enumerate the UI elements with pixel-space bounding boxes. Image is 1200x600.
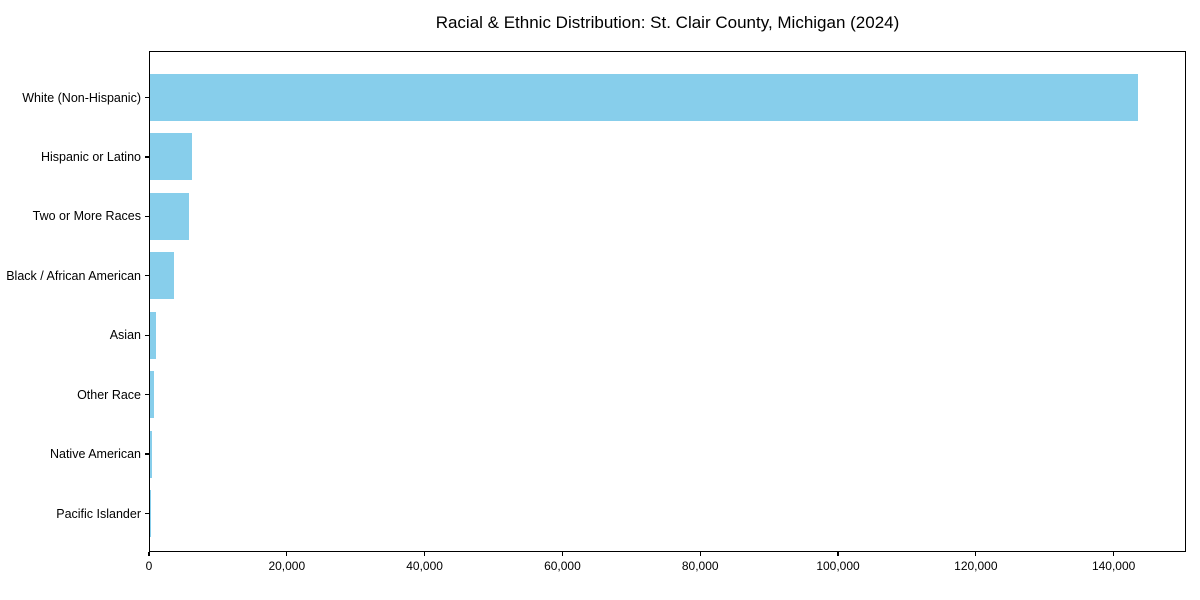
x-axis-tick <box>424 552 426 556</box>
x-axis-label: 140,000 <box>1091 559 1136 573</box>
y-axis-tick <box>145 334 149 336</box>
y-axis-tick <box>145 275 149 277</box>
x-axis-label: 20,000 <box>268 559 306 573</box>
chart-title: Racial & Ethnic Distribution: St. Clair … <box>435 13 900 32</box>
y-axis-label: Pacific Islander <box>56 506 141 521</box>
y-axis-label: Native American <box>49 447 141 462</box>
x-axis-tick <box>148 552 150 556</box>
y-axis-tick <box>145 156 149 158</box>
bar <box>150 192 190 240</box>
y-axis-label: Hispanic or Latino <box>40 149 141 164</box>
y-axis-tick <box>145 96 149 99</box>
bar <box>150 311 156 359</box>
bar <box>150 74 1139 121</box>
x-axis-tick <box>286 552 288 556</box>
x-axis-tick <box>561 552 563 556</box>
bar <box>150 133 193 181</box>
y-axis-label: Black / African American <box>6 268 141 283</box>
x-axis-label: 120,000 <box>954 559 998 573</box>
x-axis-label: 40,000 <box>406 559 443 573</box>
x-axis-tick <box>1113 552 1115 556</box>
x-axis-tick <box>837 552 839 556</box>
y-axis-label: Other Race <box>77 387 141 402</box>
x-axis-label: 100,000 <box>816 559 860 573</box>
x-axis-label: 80,000 <box>681 559 719 573</box>
y-axis-label: Asian <box>109 328 141 343</box>
x-axis-tick <box>699 552 701 556</box>
y-axis-label: White (Non-Hispanic) <box>22 90 141 105</box>
x-axis-label: 60,000 <box>544 559 581 573</box>
bar <box>150 371 155 419</box>
y-axis-label: Two or More Races <box>32 209 141 224</box>
x-axis-tick <box>975 552 977 556</box>
y-axis-tick <box>145 215 149 217</box>
y-axis-tick <box>145 453 149 455</box>
bar <box>150 430 152 478</box>
y-axis-tick <box>145 394 149 396</box>
plot-area <box>149 51 1186 552</box>
y-axis-tick <box>145 512 149 515</box>
x-axis-label: 0 <box>145 559 153 573</box>
bar <box>150 252 174 300</box>
